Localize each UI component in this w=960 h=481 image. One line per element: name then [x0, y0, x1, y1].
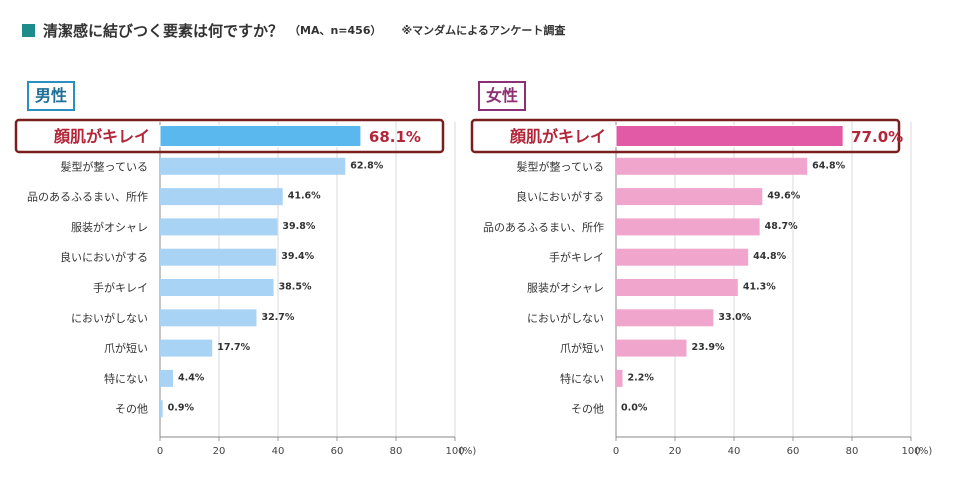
male-bar: [159, 125, 362, 147]
male-bar: [160, 188, 283, 206]
male-bar: [160, 369, 173, 387]
female-bar: [616, 248, 749, 266]
female-value-label: 44.8%: [753, 251, 786, 262]
male-bar: [160, 218, 278, 236]
male-value-label: 62.8%: [350, 160, 383, 171]
female-category-label: 爪が短い: [560, 341, 604, 355]
male-bar: [160, 400, 163, 418]
female-bar: [616, 369, 623, 387]
female-value-label: 33.0%: [718, 312, 751, 323]
male-category-label: 良いにおいがする: [60, 250, 148, 264]
male-tick-label: 100: [445, 446, 464, 457]
male-value-label: 4.4%: [178, 372, 205, 383]
male-bar: [160, 157, 346, 175]
male-category-label: その他: [115, 403, 148, 416]
female-category-label: その他: [571, 403, 604, 416]
male-value-label: 39.4%: [281, 251, 314, 262]
female-tick-label: 100: [901, 446, 920, 457]
male-panel-label: 男性: [27, 81, 76, 111]
male-category-label: 特にない: [104, 371, 148, 385]
female-tick-label: 0: [613, 446, 619, 457]
female-category-label: 服装がオシャレ: [527, 281, 604, 295]
male-tick-label: 60: [331, 446, 344, 457]
male-category-label: 爪が短い: [104, 341, 148, 355]
female-value-label: 77.0%: [851, 128, 903, 146]
male-category-label: 服装がオシャレ: [71, 220, 148, 234]
female-value-label: 48.7%: [765, 221, 798, 232]
male-category-label: 品のあるふるまい、所作: [27, 191, 148, 204]
female-category-label: 手がキレイ: [549, 250, 604, 264]
chart-header: 清潔感に結びつく要素は何ですか？ （MA、n=456） ※マンダムによるアンケー…: [22, 18, 565, 42]
teal-square-icon: [22, 23, 35, 37]
female-value-label: 23.9%: [692, 342, 725, 353]
female-tick-label: 80: [846, 446, 859, 457]
female-value-label: 2.2%: [627, 372, 654, 383]
female-value-label: 49.6%: [767, 191, 800, 202]
female-bar: [616, 188, 763, 206]
male-category-label: 顔肌がキレイ: [53, 127, 150, 146]
female-value-label: 64.8%: [812, 160, 845, 171]
female-bar: [615, 125, 844, 147]
male-value-label: 41.6%: [288, 191, 321, 202]
female-x-unit: (%): [915, 446, 932, 457]
male-category-label: においがしない: [71, 311, 148, 325]
sample-size: （MA、n=456）: [289, 24, 382, 37]
male-x-unit: (%): [459, 446, 476, 457]
female-value-label: 0.0%: [621, 403, 648, 414]
female-bar: [616, 157, 808, 175]
female-panel-label: 女性: [478, 81, 527, 111]
male-value-label: 68.1%: [369, 128, 421, 146]
male-bar: [160, 309, 257, 327]
chart-title: 清潔感に結びつく要素は何ですか？: [43, 21, 284, 40]
female-category-label: 顔肌がキレイ: [509, 127, 606, 146]
female-highlight-frame: [470, 118, 901, 154]
male-category-label: 手がキレイ: [93, 281, 148, 295]
survey-note: ※マンダムによるアンケート調査: [401, 24, 566, 37]
female-tick-label: 40: [728, 446, 741, 457]
female-category-label: 良いにおいがする: [516, 190, 604, 204]
female-value-label: 41.3%: [743, 282, 776, 293]
male-tick-label: 40: [272, 446, 285, 457]
female-bar: [616, 279, 738, 296]
male-tick-label: 80: [390, 446, 403, 457]
female-tick-label: 20: [669, 446, 682, 457]
male-category-label: 髪型が整っている: [61, 159, 148, 173]
male-value-label: 0.9%: [168, 403, 195, 414]
female-category-label: 特にない: [560, 371, 604, 385]
female-category-label: 品のあるふるまい、所作: [483, 221, 604, 234]
female-bar: [616, 218, 760, 236]
female-bar: [616, 339, 687, 357]
male-bar: [160, 279, 274, 296]
male-value-label: 17.7%: [217, 342, 250, 353]
male-value-label: 32.7%: [261, 312, 294, 323]
male-bar: [160, 339, 213, 357]
female-category-label: 髪型が整っている: [517, 159, 604, 173]
male-value-label: 38.5%: [279, 282, 312, 293]
male-tick-label: 0: [157, 446, 163, 457]
female-tick-label: 60: [787, 446, 800, 457]
male-highlight-frame: [14, 118, 445, 154]
female-bar: [616, 309, 714, 327]
male-tick-label: 20: [213, 446, 226, 457]
female-category-label: においがしない: [527, 311, 604, 325]
male-bar: [160, 248, 277, 266]
male-value-label: 39.8%: [282, 221, 315, 232]
